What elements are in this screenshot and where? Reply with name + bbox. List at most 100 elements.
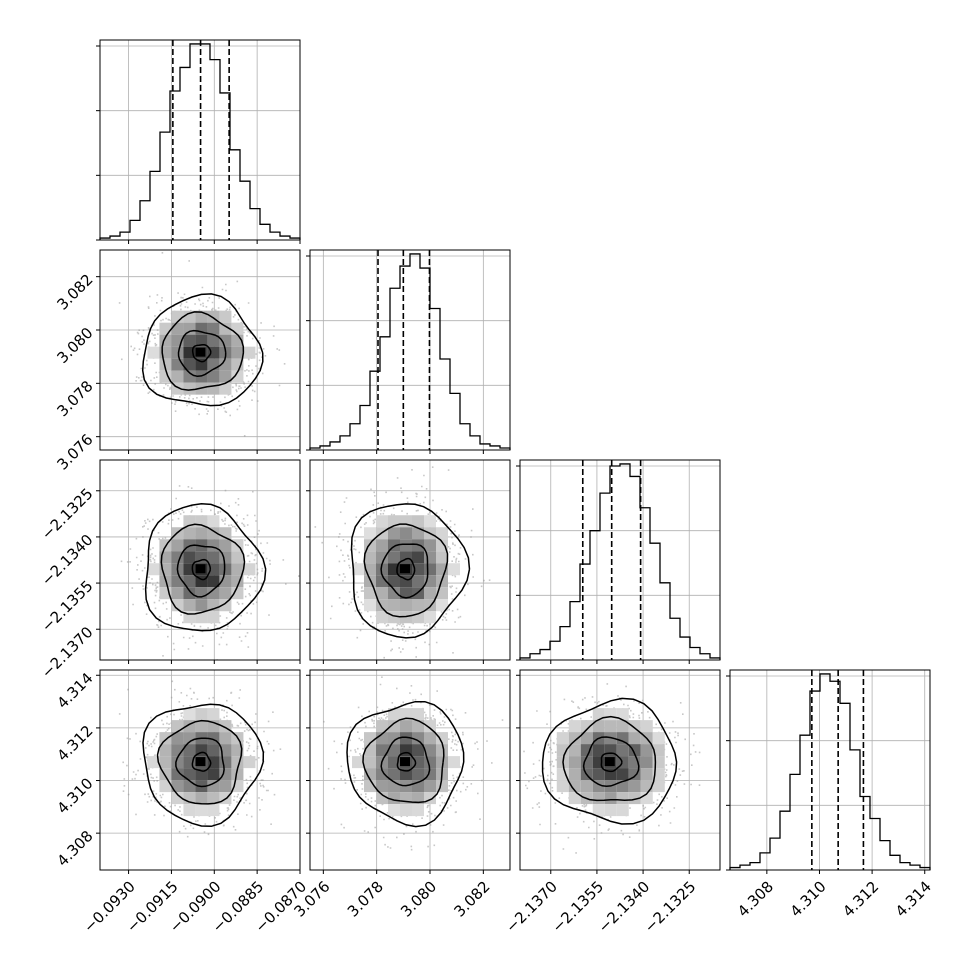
density-layer [520,670,720,870]
density-cell [376,744,388,757]
scatter-panel-3-1 [309,669,511,871]
contour-line-3 [191,558,212,581]
density-cell [580,732,593,745]
density-cell [436,527,448,540]
density-cell [183,358,196,371]
density-cell [376,732,388,745]
density-cell [400,720,412,733]
axes-frame [519,669,721,871]
density-cell [388,804,400,817]
x-tick-label: 3.080 [397,878,440,921]
density-cell [436,732,448,745]
density-cell [219,322,232,335]
density-cell [592,708,605,721]
density-cell [376,575,388,588]
density-cell [412,708,424,721]
density-cell [171,744,184,757]
scatter-points [314,466,491,659]
density-cell [231,744,244,757]
density-peak [400,564,410,574]
density-cell [183,587,196,600]
density-cell [628,744,641,757]
density-cell [388,720,400,733]
contour-line-1 [362,717,445,804]
density-cell [195,804,208,817]
density-cell [640,744,653,757]
density-cell [207,334,220,347]
density-cell [424,515,436,528]
scatter-panel-1-0 [99,249,301,451]
density-cell [376,720,388,733]
density-cell [652,732,665,745]
contour-line-2 [176,544,226,598]
density-cell [568,768,581,781]
density-cell [616,804,629,817]
density-cell [207,515,220,528]
histogram-panel-1 [306,249,511,451]
density-cell [376,780,388,793]
density-cell [183,370,196,383]
density-cell [652,744,665,757]
axes-frame [309,249,511,451]
density-cell [412,804,424,817]
density-cell [171,756,184,769]
density-cell [219,732,232,745]
density-cell [207,527,220,540]
density-cell [159,732,172,745]
density-cell [183,334,196,347]
density-cell [424,780,436,793]
density-cell [628,732,641,745]
density-cell [171,780,184,793]
density-cell [388,599,400,612]
contour-line-3 [600,752,623,773]
density-cell [424,563,436,576]
density-cell [640,780,653,793]
density-cell [364,527,376,540]
density-cell [388,587,400,600]
density-cell [159,370,172,383]
density-cell [388,708,400,721]
density-cell [183,732,196,745]
density-cell [400,599,412,612]
density-cell [171,768,184,781]
density-cell [195,370,208,383]
density-cell [171,720,184,733]
density-cell [219,539,232,552]
density-cell [219,358,232,371]
density-cell [592,756,605,769]
histogram-panel-0 [96,39,301,241]
density-cell [183,575,196,588]
density-cell [364,756,376,769]
histogram-1 [309,253,511,450]
x-tick-label: 3.082 [450,878,493,921]
y-tick-label: 3.080 [53,324,96,367]
density-cell [424,720,436,733]
axes-frame [729,669,931,871]
density-cell [388,732,400,745]
histogram-panel-2 [516,459,721,661]
axes-frame [309,459,511,661]
density-peak [195,564,206,574]
density-cell [376,792,388,805]
density-cell [171,346,184,359]
histogram-3 [729,673,931,870]
density-cell [219,370,232,383]
x-tick-label: 4.312 [839,878,882,921]
density-cell [616,792,629,805]
density-cell [183,768,196,781]
density-cell [219,334,232,347]
density-cell [207,792,220,805]
contour-line-3 [396,557,416,581]
contour-line-3 [191,343,212,363]
density-cell [195,708,208,721]
contour-line-1 [160,523,246,615]
density-cell [376,587,388,600]
density-cell [171,551,184,564]
density-cell [171,599,184,612]
density-cell [568,720,581,733]
density-cell [195,334,208,347]
y-tick-label: 4.312 [53,722,96,765]
contour-line-1 [562,715,657,802]
x-tick-label: −2.1325 [641,878,700,937]
density-layer [310,670,510,870]
